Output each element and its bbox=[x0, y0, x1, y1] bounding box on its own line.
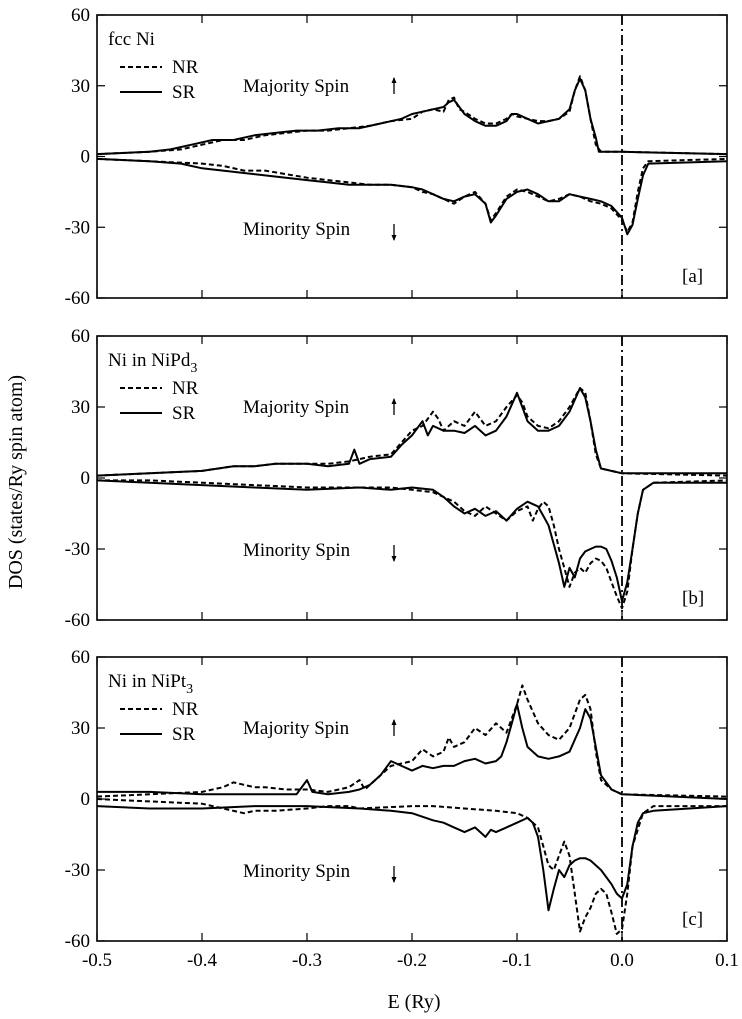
x-tick-label: -0.5 bbox=[82, 950, 112, 971]
minority-spin-label: Minority Spin bbox=[243, 861, 351, 882]
y-tick-label: 0 bbox=[81, 468, 91, 489]
system-label: Ni in NiPd3 bbox=[108, 350, 197, 376]
y-tick-label: -30 bbox=[65, 860, 90, 881]
y-tick-label: 60 bbox=[71, 5, 90, 26]
legend-label-sr: SR bbox=[172, 724, 196, 745]
minority-spin-label: Minority Spin bbox=[243, 540, 351, 561]
legend-label-nr: NR bbox=[172, 378, 199, 399]
legend-label-nr: NR bbox=[172, 699, 199, 720]
spin-up-arrow bbox=[391, 719, 397, 736]
series-nr-majority bbox=[96, 387, 728, 477]
series-sr-minority bbox=[96, 805, 728, 912]
y-tick-label: 0 bbox=[81, 789, 91, 810]
spin-down-arrow bbox=[391, 545, 397, 562]
y-tick-label: 30 bbox=[71, 397, 90, 418]
panel-tag: [c] bbox=[682, 909, 703, 930]
majority-spin-label: Majority Spin bbox=[243, 76, 350, 97]
y-tick-label: -60 bbox=[65, 610, 90, 631]
spin-down-arrow-head bbox=[391, 556, 397, 562]
series-sr-minority bbox=[96, 157, 728, 236]
spin-up-arrow-head bbox=[391, 719, 397, 725]
series-nr-minority bbox=[96, 798, 727, 935]
series-sr-majority bbox=[96, 387, 727, 477]
x-axis-label: E (Ry) bbox=[387, 991, 440, 1013]
system-label: fcc Ni bbox=[108, 29, 155, 50]
minority-spin-label: Minority Spin bbox=[243, 219, 351, 240]
x-tick-label: 0.1 bbox=[715, 950, 739, 971]
y-tick-label: -60 bbox=[65, 288, 90, 309]
y-tick-label: -30 bbox=[65, 217, 90, 238]
x-tick-label: -0.4 bbox=[187, 950, 218, 971]
majority-spin-label: Majority Spin bbox=[243, 397, 350, 418]
spin-down-arrow-head bbox=[391, 235, 397, 241]
y-tick-label: 0 bbox=[81, 147, 91, 168]
series-sr-majority bbox=[96, 77, 728, 156]
x-tick-label: -0.1 bbox=[502, 950, 532, 971]
spin-down-arrow-head bbox=[391, 877, 397, 883]
spin-up-arrow-head bbox=[391, 398, 397, 404]
legend-label-sr: SR bbox=[172, 82, 196, 103]
spin-up-arrow bbox=[391, 77, 397, 94]
y-tick-label: 30 bbox=[71, 76, 90, 97]
x-tick-label: 0.0 bbox=[610, 950, 634, 971]
x-tick-label: -0.3 bbox=[292, 950, 322, 971]
spin-up-arrow-head bbox=[391, 77, 397, 83]
y-tick-label: 60 bbox=[71, 647, 90, 668]
series-sr-majority bbox=[97, 703, 728, 800]
spin-down-arrow bbox=[391, 866, 397, 883]
panel-c: 60 30 0 -30 -60-0.5 -0.4 -0.3 -0.2 -0.1 0.0 0.1 Ni … bbox=[65, 647, 739, 971]
spin-down-arrow bbox=[391, 224, 397, 241]
y-tick-label: -60 bbox=[65, 931, 90, 952]
series-sr-minority bbox=[96, 479, 727, 603]
y-tick-label: -30 bbox=[65, 539, 90, 560]
panels-group: 60 30 0 -30 -60 fcc Ni NR SR Majority Spin Minori… bbox=[65, 5, 739, 971]
panel-tag: [a] bbox=[682, 266, 703, 287]
panel-a: 60 30 0 -30 -60 fcc Ni NR SR Majority Spin Minori… bbox=[65, 5, 728, 309]
panel-tag: [b] bbox=[682, 588, 704, 609]
x-tick-label: -0.2 bbox=[397, 950, 427, 971]
majority-spin-label: Majority Spin bbox=[243, 718, 350, 739]
legend-label-nr: NR bbox=[172, 57, 199, 78]
y-tick-label: 30 bbox=[71, 718, 90, 739]
legend-label-sr: SR bbox=[172, 403, 196, 424]
system-label: Ni in NiPt3 bbox=[108, 671, 193, 697]
y-axis-label: DOS (states/Ry spin atom) bbox=[5, 375, 27, 589]
y-tick-label: 60 bbox=[71, 326, 90, 347]
spin-up-arrow bbox=[391, 398, 397, 415]
series-nr-majority bbox=[96, 684, 728, 798]
